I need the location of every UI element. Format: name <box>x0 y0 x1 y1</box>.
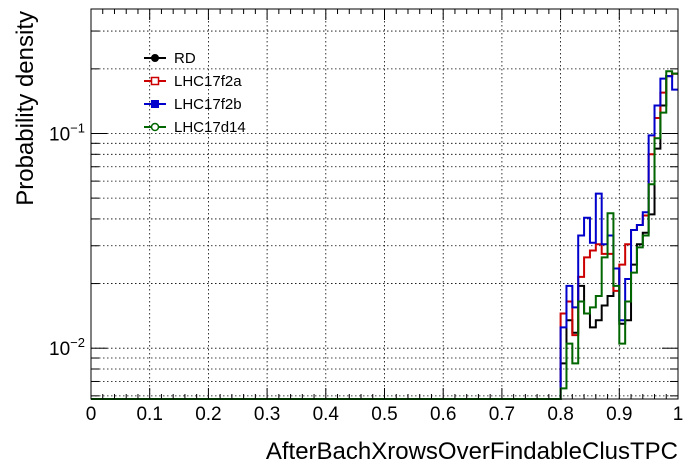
y-tick-labels: 10−2 10−1 <box>49 120 85 360</box>
legend-marker <box>150 122 160 132</box>
legend: RD LHC17f2a LHC17f2b LHC17d14 <box>144 50 246 136</box>
x-tick-label: 1 <box>673 404 684 425</box>
x-tick-label: 0.5 <box>371 404 397 425</box>
y-axis-title: Probability density <box>12 11 39 206</box>
legend-marker <box>151 54 159 62</box>
x-axis-title: AfterBachXrowsOverFindableClusTPC <box>266 438 678 465</box>
x-tick-label: 0.1 <box>136 404 162 425</box>
legend-marker <box>151 100 159 108</box>
x-tick-label: 0 <box>86 404 97 425</box>
x-tick-label: 0.2 <box>195 404 221 425</box>
legend-marker <box>150 76 160 86</box>
legend-label: LHC17d14 <box>174 119 246 136</box>
y-tick-label: 10−2 <box>49 335 85 360</box>
grid-lines <box>90 9 679 399</box>
axis-ticks <box>90 9 679 399</box>
x-tick-label: 0.7 <box>489 404 515 425</box>
series-layer <box>91 70 678 400</box>
y-tick-label: 10−1 <box>49 120 85 145</box>
legend-label: RD <box>174 50 196 67</box>
series-line <box>91 70 678 400</box>
x-tick-labels: 0 0.1 0.2 0.3 0.4 0.5 0.6 0.7 0.8 0.9 1 <box>86 404 684 425</box>
x-tick-label: 0.6 <box>430 404 456 425</box>
x-tick-label: 0.3 <box>254 404 280 425</box>
x-tick-label: 0.8 <box>547 404 573 425</box>
legend-label: LHC17f2b <box>174 96 242 113</box>
legend-label: LHC17f2a <box>174 73 242 90</box>
x-tick-label: 0.9 <box>606 404 632 425</box>
x-tick-label: 0.4 <box>313 404 340 425</box>
